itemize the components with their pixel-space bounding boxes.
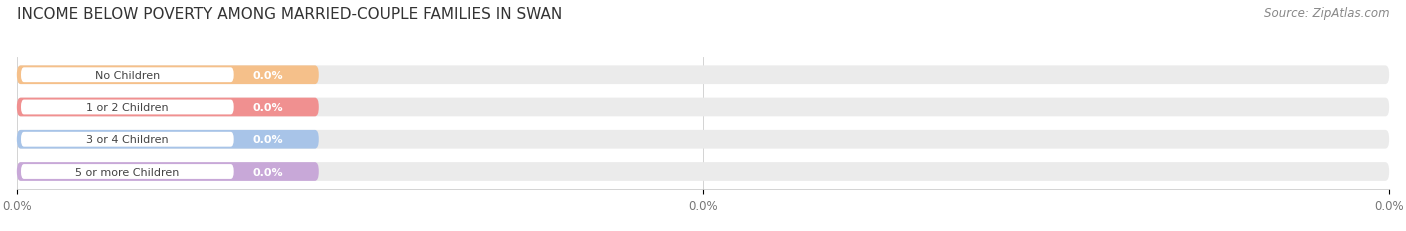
FancyBboxPatch shape: [21, 164, 233, 179]
FancyBboxPatch shape: [17, 130, 319, 149]
Text: No Children: No Children: [94, 70, 160, 80]
FancyBboxPatch shape: [21, 132, 233, 147]
FancyBboxPatch shape: [17, 98, 1389, 117]
Text: 0.0%: 0.0%: [252, 135, 283, 145]
Text: INCOME BELOW POVERTY AMONG MARRIED-COUPLE FAMILIES IN SWAN: INCOME BELOW POVERTY AMONG MARRIED-COUPL…: [17, 7, 562, 22]
FancyBboxPatch shape: [17, 162, 319, 181]
Text: 0.0%: 0.0%: [252, 70, 283, 80]
Text: 1 or 2 Children: 1 or 2 Children: [86, 103, 169, 112]
FancyBboxPatch shape: [17, 66, 319, 85]
Text: 5 or more Children: 5 or more Children: [75, 167, 180, 177]
Text: 0.0%: 0.0%: [252, 167, 283, 177]
FancyBboxPatch shape: [17, 66, 1389, 85]
FancyBboxPatch shape: [21, 68, 233, 83]
FancyBboxPatch shape: [17, 162, 1389, 181]
Text: Source: ZipAtlas.com: Source: ZipAtlas.com: [1264, 7, 1389, 20]
FancyBboxPatch shape: [17, 98, 319, 117]
FancyBboxPatch shape: [17, 130, 1389, 149]
Text: 0.0%: 0.0%: [252, 103, 283, 112]
Text: 3 or 4 Children: 3 or 4 Children: [86, 135, 169, 145]
FancyBboxPatch shape: [21, 100, 233, 115]
